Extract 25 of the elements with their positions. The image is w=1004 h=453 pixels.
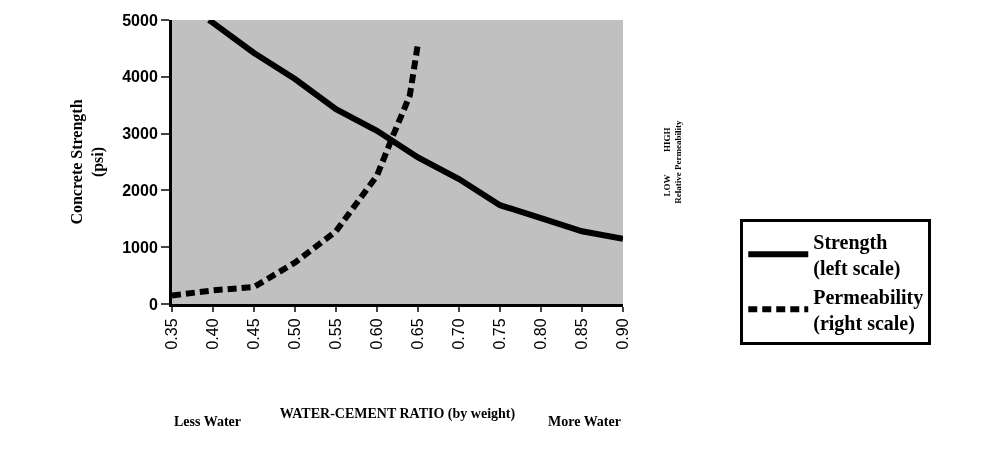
- x-tick-label: 0.55: [327, 318, 345, 350]
- x-tick-label: 0.40: [204, 318, 222, 350]
- y2-axis-title: LOW HIGH Relative Permeability: [661, 119, 684, 204]
- text: More Water: [548, 414, 621, 429]
- x-tick-label: 0.90: [614, 318, 632, 350]
- text: Less Water: [174, 414, 242, 429]
- y-tick-label: 2000: [122, 182, 158, 199]
- x-tick-label: 0.45: [245, 318, 263, 350]
- x-tick-label: 0.70: [450, 318, 468, 350]
- x-tick-label: 0.50: [286, 318, 304, 350]
- y-axis-title: Concrete Strength (psi): [68, 99, 108, 225]
- legend-label: Strength (left scale): [813, 231, 901, 281]
- y-tick-label: 0: [148, 295, 158, 313]
- y-tick-label: 3000: [122, 125, 158, 143]
- legend-label: Permeability (right scale): [813, 286, 924, 336]
- x-tick-label: 0.60: [368, 318, 386, 350]
- x-tick-label: 0.80: [532, 318, 550, 350]
- y-tick-label: 4000: [122, 68, 158, 86]
- x-tick-label: 0.75: [491, 318, 509, 350]
- x-tick-label: 0.85: [573, 318, 591, 350]
- x-tick-label: 0.65: [409, 318, 427, 350]
- y-tick-label: 1000: [122, 238, 158, 256]
- y-tick-label: 5000: [122, 11, 158, 29]
- x-tick-label: 0.35: [163, 318, 181, 350]
- x-axis-title: WATER-CEMENT RATIO (by weight): [279, 405, 516, 422]
